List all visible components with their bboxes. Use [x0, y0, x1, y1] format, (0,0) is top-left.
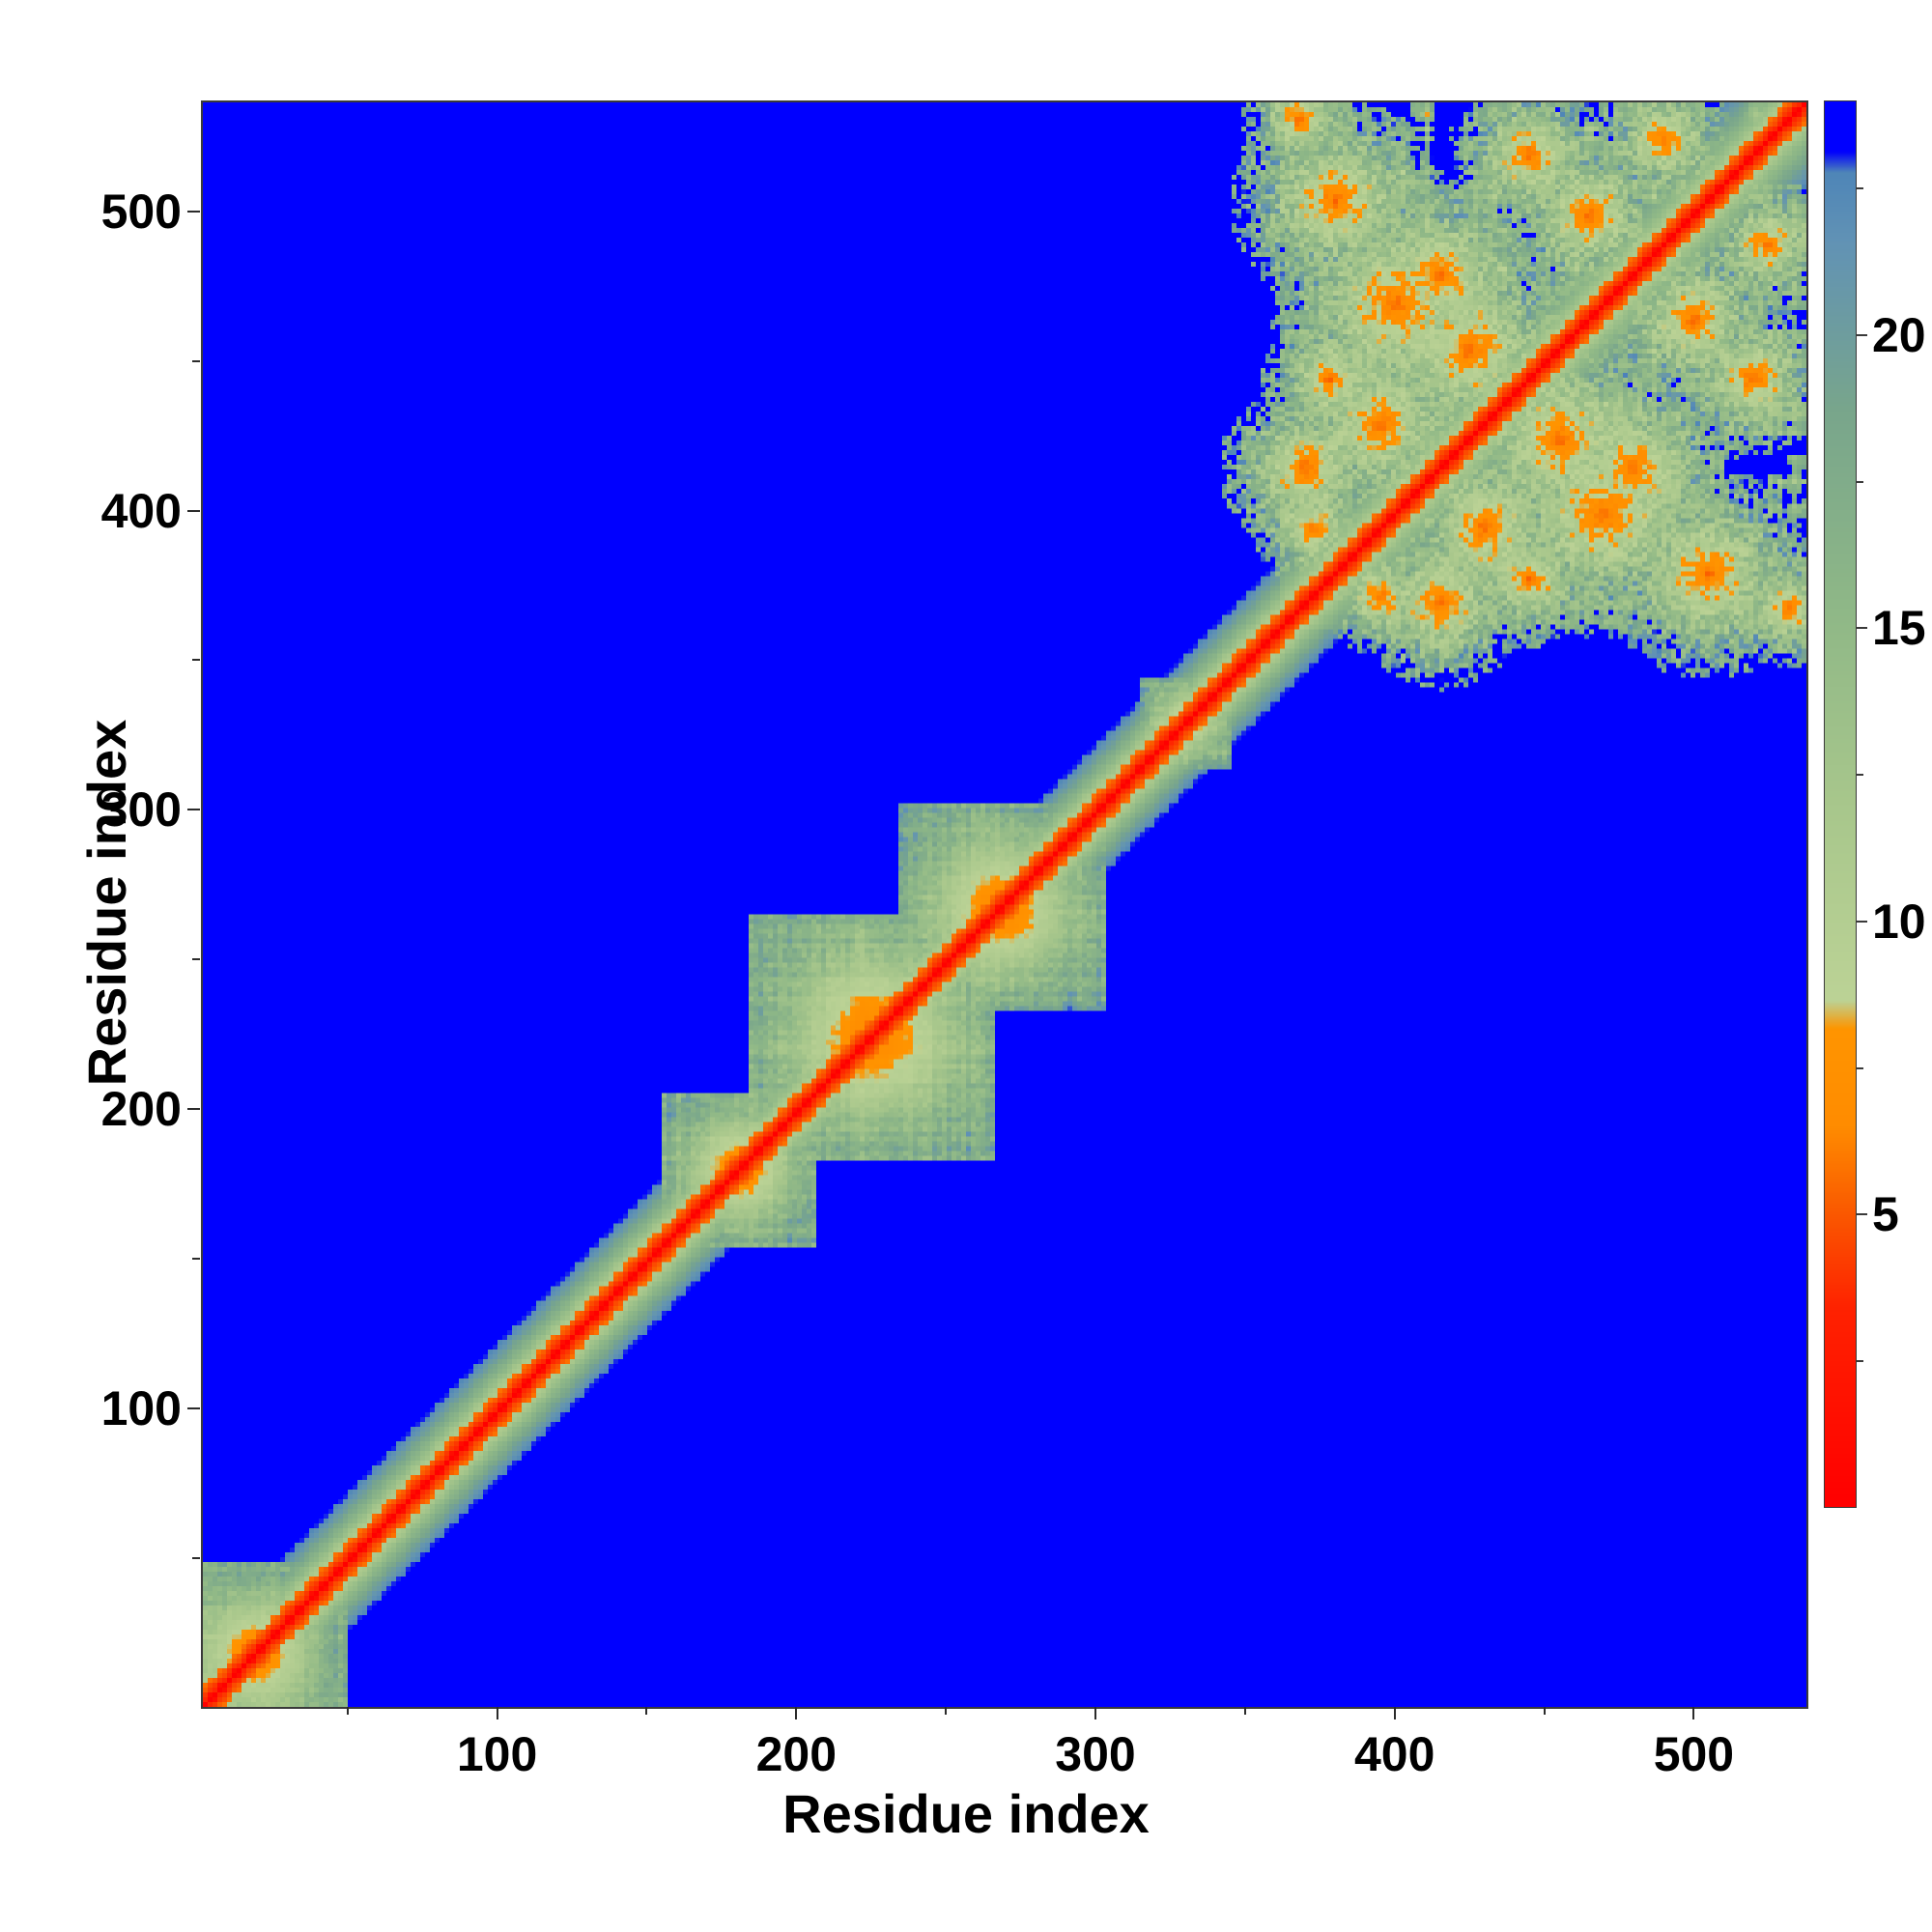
y-axis-minor-tick: [192, 1557, 200, 1560]
colorbar-gradient: [1824, 100, 1857, 1508]
colorbar-tick-label: 15: [1872, 601, 1926, 656]
y-axis-minor-tick: [192, 958, 200, 961]
x-axis-tick-label: 300: [1055, 1727, 1136, 1781]
x-axis-tick-label: 400: [1353, 1727, 1435, 1781]
colorbar-tick: [1857, 920, 1867, 923]
colorbar: 5 10 15 20: [1824, 100, 1926, 1508]
y-axis-tick-label: 400: [100, 483, 182, 538]
y-axis-title: Residue index: [76, 719, 137, 1087]
x-axis-tick: [1692, 1707, 1695, 1719]
colorbar-tick: [1857, 333, 1867, 336]
y-axis-tick-label: 500: [100, 184, 182, 239]
y-axis-minor-tick: [192, 1258, 200, 1261]
x-axis-minor-tick: [945, 1707, 948, 1715]
y-axis-minor-tick: [192, 659, 200, 662]
x-axis-title: Residue index: [782, 1783, 1150, 1844]
x-axis-tick: [496, 1707, 498, 1719]
colorbar-tick-label: 5: [1872, 1187, 1899, 1242]
y-axis-tick-label: 200: [100, 1082, 182, 1137]
distance-matrix-heatmap: [203, 102, 1806, 1707]
y-axis-tick: [187, 1407, 200, 1410]
y-axis-minor-tick: [192, 359, 200, 362]
colorbar-minor-tick: [1857, 1360, 1863, 1363]
colorbar-minor-tick: [1857, 187, 1863, 190]
y-axis-tick: [187, 509, 200, 512]
colorbar-minor-tick: [1857, 480, 1863, 483]
x-axis-tick: [1094, 1707, 1096, 1719]
colorbar-minor-tick: [1857, 774, 1863, 777]
x-axis-minor-tick: [1543, 1707, 1546, 1715]
x-axis-minor-tick: [1243, 1707, 1246, 1715]
y-axis-tick-label: 100: [100, 1381, 182, 1436]
x-axis-tick-label: 500: [1653, 1727, 1735, 1781]
colorbar-tick: [1857, 1213, 1867, 1216]
colorbar-tick-label: 10: [1872, 894, 1926, 949]
x-axis-tick: [1393, 1707, 1396, 1719]
x-axis-minor-tick: [645, 1707, 648, 1715]
y-axis-tick: [187, 809, 200, 811]
y-axis-tick-label: 300: [100, 782, 182, 838]
x-axis-tick-label: 200: [755, 1727, 838, 1781]
colorbar-tick: [1857, 627, 1867, 630]
y-axis-tick: [187, 1108, 200, 1111]
contact-map-plot: [201, 100, 1808, 1709]
colorbar-tick-label: 20: [1872, 307, 1926, 362]
x-axis-tick-label: 100: [456, 1727, 538, 1781]
colorbar-minor-tick: [1857, 1066, 1863, 1069]
x-axis-minor-tick: [346, 1707, 349, 1715]
x-axis-tick: [795, 1707, 798, 1719]
y-axis-tick: [187, 210, 200, 213]
